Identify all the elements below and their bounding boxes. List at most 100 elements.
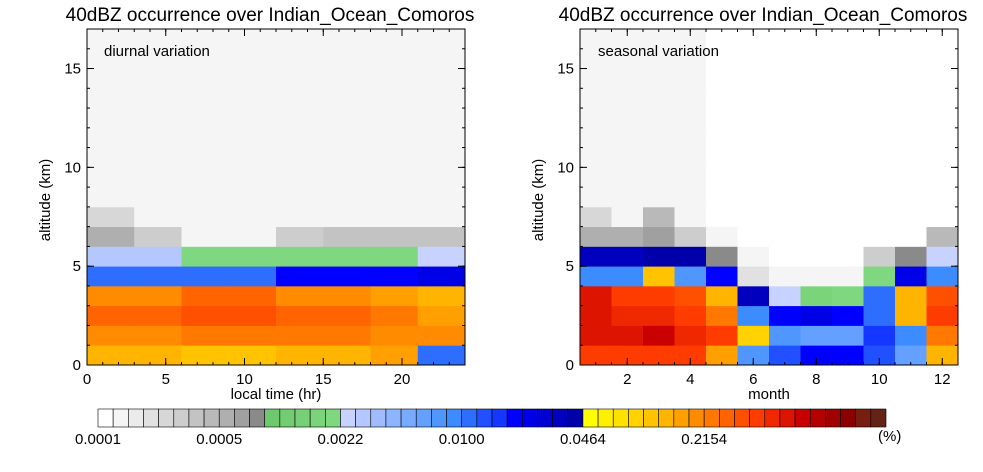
seasonal-cell [737,226,770,247]
colorbar-tick-label: 0.0100 [439,431,485,448]
diurnal-cell [134,147,182,168]
seasonal-cell [926,48,959,69]
diurnal-cell [276,226,324,247]
diurnal-cell [181,147,230,168]
diurnal-cell [370,29,419,50]
seasonal-cell [580,285,612,307]
colorbar-swatch [840,408,856,428]
diurnal-cell [417,29,466,50]
diurnal-cell [87,285,135,307]
seasonal-x-tick-label: 8 [812,371,820,388]
colorbar-swatch [279,408,296,428]
colorbar-swatch [703,408,720,428]
seasonal-cell [769,147,801,168]
diurnal-cell [181,305,230,326]
diurnal-cell [370,345,419,366]
diurnal-cell [323,68,371,89]
diurnal-cell [323,266,371,287]
seasonal-cell [706,325,738,346]
seasonal-cell [832,88,864,109]
seasonal-cell [706,88,738,109]
seasonal-cell [580,108,612,129]
seasonal-cell [895,88,927,109]
colorbar-swatch [340,408,356,428]
seasonal-cell [706,68,738,89]
diurnal-cell [417,147,466,168]
seasonal-cell [863,88,896,109]
seasonal-cell [580,226,612,247]
seasonal-cell [863,285,896,307]
diurnal-cell [417,187,466,208]
diurnal-cell [323,206,371,228]
seasonal-cell [674,88,707,109]
seasonal-x-tick-label: 4 [686,371,694,388]
colorbar: 0.0001 0.0005 0.0022 0.0100 0.0464 0.2154 (%) [75,408,901,448]
colorbar-swatch [325,408,341,428]
diurnal-cell [181,108,230,129]
seasonal-cell [863,147,896,168]
seasonal-cell [769,325,801,346]
colorbar-swatch [173,408,190,428]
seasonal-cell [863,226,896,247]
diurnal-panel: 40dBZ occurrence over Indian_Ocean_Comor… [37,5,474,403]
seasonal-cell [895,29,927,50]
colorbar-swatch [522,408,538,428]
seasonal-cell [611,127,644,148]
seasonal-cell [832,187,864,208]
seasonal-cell [706,285,738,307]
colorbar-swatch [870,408,887,428]
seasonal-cell [800,246,833,267]
diurnal-cell [417,127,466,148]
seasonal-cell [643,305,675,326]
seasonal-cell [895,345,927,366]
diurnal-cell [276,68,324,89]
seasonal-cell [737,305,770,326]
seasonal-cell [926,325,959,346]
diurnal-cell [323,285,371,307]
seasonal-cell [674,147,707,168]
diurnal-cell [228,345,277,366]
diurnal-cell [276,127,324,148]
seasonal-cell [895,187,927,208]
colorbar-swatch [461,408,478,428]
seasonal-x-tick-label: 2 [623,371,631,388]
diurnal-cell [228,127,277,148]
seasonal-cell [706,108,738,129]
colorbar-swatch [188,408,205,428]
seasonal-cell [832,48,864,69]
seasonal-cell [580,29,612,50]
seasonal-x-tick-label: 12 [934,371,951,388]
seasonal-cell [643,48,675,69]
seasonal-cell [706,246,738,267]
diurnal-cell [370,206,419,228]
seasonal-cell [769,29,801,50]
seasonal-cell [580,325,612,346]
diurnal-cell [323,147,371,168]
colorbar-tick-label: 0.0464 [560,431,606,448]
diurnal-cell [181,68,230,89]
colorbar-swatch [446,408,462,428]
seasonal-cell [706,266,738,287]
seasonal-cell [800,206,833,228]
colorbar-swatch [234,408,250,428]
seasonal-cell [674,68,707,89]
seasonal-x-tick-label: 10 [871,371,888,388]
diurnal-cell [87,68,135,89]
diurnal-cell [276,88,324,109]
diurnal-cell [276,29,324,50]
diurnal-cell [228,167,277,188]
seasonal-cell [832,147,864,168]
seasonal-cell [580,127,612,148]
diurnal-y-axis-label: altitude (km) [37,159,54,242]
diurnal-x-tick-label: 0 [83,371,91,388]
diurnal-cell [370,305,419,326]
seasonal-cell [832,226,864,247]
seasonal-cell [674,187,707,208]
seasonal-cell [895,266,927,287]
seasonal-cell [926,345,959,366]
colorbar-swatch [794,408,811,428]
diurnal-cell [87,48,135,69]
diurnal-cell [417,246,466,267]
seasonal-heatmap-cells [580,29,959,366]
seasonal-cell [895,325,927,346]
